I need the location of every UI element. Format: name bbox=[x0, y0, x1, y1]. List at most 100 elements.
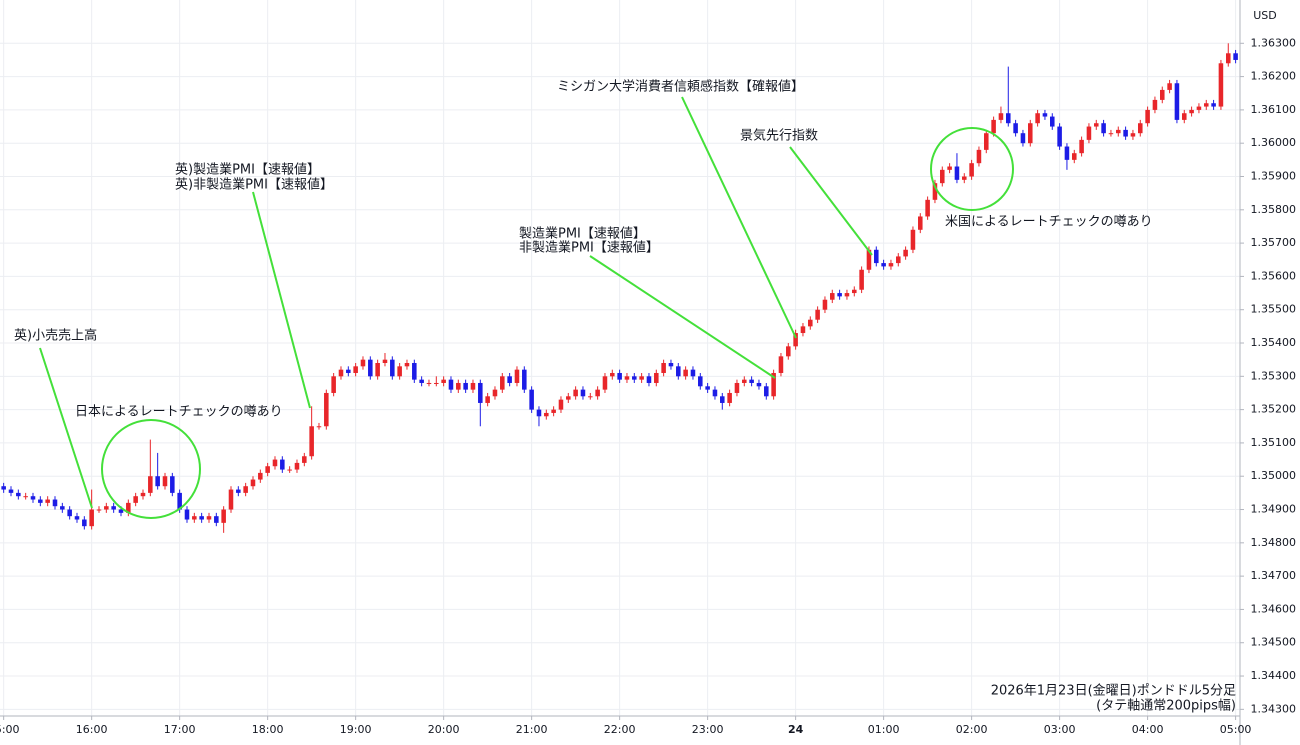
candle-body bbox=[470, 382, 476, 390]
candle-body bbox=[1174, 83, 1180, 120]
candle-body bbox=[448, 379, 454, 390]
candle-body bbox=[324, 392, 329, 427]
y-tick-label: 1.34500 bbox=[1251, 636, 1297, 649]
candle-body bbox=[177, 492, 182, 510]
annotation-line bbox=[789, 146, 873, 256]
candle-body bbox=[668, 362, 674, 367]
candle-body bbox=[698, 376, 703, 387]
y-tick-label: 1.34900 bbox=[1251, 503, 1297, 516]
candle-body bbox=[456, 382, 461, 390]
candle-body bbox=[243, 486, 248, 493]
candle-body bbox=[896, 256, 901, 264]
candle-body bbox=[617, 372, 622, 380]
candle-body bbox=[228, 489, 234, 510]
y-tick-label: 1.34400 bbox=[1251, 669, 1297, 682]
candle-body bbox=[346, 369, 351, 373]
candle-body bbox=[272, 459, 278, 467]
candle-body bbox=[507, 376, 512, 383]
candle-body bbox=[918, 216, 923, 230]
annotation: 日本によるレートチェックの噂あり bbox=[75, 405, 283, 420]
annotation-circle bbox=[101, 419, 201, 519]
candle-body bbox=[82, 519, 87, 527]
annotation: 非製造業PMI【速報値】 bbox=[519, 240, 659, 256]
candle-body bbox=[404, 362, 410, 367]
y-tick-label: 1.36200 bbox=[1251, 70, 1297, 83]
candle-body bbox=[500, 376, 505, 390]
candle-body bbox=[265, 466, 270, 473]
y-tick-label: 1.35600 bbox=[1251, 269, 1297, 282]
candle-body bbox=[23, 496, 28, 498]
candle-body bbox=[1159, 89, 1165, 100]
candle-body bbox=[104, 506, 109, 510]
candle-body bbox=[338, 369, 344, 377]
annotation: 英)非製造業PMI【速報値】 bbox=[175, 177, 333, 193]
y-tick-label: 1.35100 bbox=[1251, 436, 1297, 449]
annotation: 景気先行指数 bbox=[740, 128, 818, 144]
x-tick-label: 01:00 bbox=[868, 723, 900, 736]
candle-body bbox=[1013, 123, 1018, 134]
candle-body bbox=[969, 163, 974, 177]
candle-body bbox=[148, 476, 153, 493]
candle-body bbox=[382, 359, 388, 363]
candle-body bbox=[30, 496, 36, 500]
candle-body bbox=[1116, 129, 1121, 134]
candle-body bbox=[1094, 123, 1099, 127]
candles bbox=[1, 43, 1238, 533]
candle-body bbox=[830, 293, 835, 300]
candle-body bbox=[874, 249, 879, 264]
candle-body bbox=[192, 516, 197, 520]
candle-body bbox=[610, 372, 615, 377]
candle-body bbox=[1006, 113, 1011, 124]
candle-body bbox=[258, 472, 263, 480]
candle-body bbox=[250, 479, 256, 487]
candle-body bbox=[712, 389, 718, 397]
candle-body bbox=[778, 356, 784, 373]
candle-body bbox=[287, 469, 292, 471]
candle-body bbox=[1203, 103, 1209, 107]
candle-body bbox=[1130, 133, 1136, 137]
candle-body bbox=[52, 499, 58, 507]
candle-body bbox=[368, 359, 373, 377]
candle-body bbox=[771, 372, 776, 397]
candle-body bbox=[1050, 116, 1055, 127]
candle-body bbox=[390, 359, 395, 377]
y-tick-label: 1.36300 bbox=[1251, 36, 1297, 49]
candle-body bbox=[419, 379, 424, 383]
candle-body bbox=[522, 369, 527, 390]
candle-body bbox=[1123, 129, 1128, 137]
candle-body bbox=[793, 333, 798, 347]
y-tick-label: 1.35300 bbox=[1251, 369, 1297, 382]
candle-body bbox=[954, 166, 960, 180]
candle-body bbox=[1233, 53, 1238, 60]
candle-body bbox=[280, 459, 285, 470]
candle-body bbox=[294, 462, 300, 470]
candle-body bbox=[1079, 139, 1084, 154]
candle-body bbox=[1108, 133, 1114, 135]
y-tick-label: 1.35700 bbox=[1251, 236, 1297, 249]
candle-body bbox=[551, 409, 556, 413]
candle-body bbox=[764, 386, 769, 397]
candle-body bbox=[412, 362, 417, 380]
candle-body bbox=[74, 516, 80, 520]
candle-body bbox=[984, 133, 989, 150]
candle-body bbox=[1064, 146, 1070, 160]
candle-body bbox=[602, 376, 608, 390]
annotation-circle bbox=[930, 127, 1014, 211]
annotation-line bbox=[681, 96, 797, 339]
candle-body bbox=[580, 389, 586, 397]
candle-body bbox=[184, 509, 190, 520]
annotation: ミシガン大学消費者信頼感指数【確報値】 bbox=[557, 79, 804, 95]
candle-body bbox=[133, 496, 138, 503]
y-tick-label: 1.35800 bbox=[1251, 203, 1297, 216]
annotation-line bbox=[252, 191, 311, 409]
candle-body bbox=[199, 516, 204, 520]
candle-body bbox=[595, 389, 600, 397]
candle-body bbox=[749, 379, 754, 383]
candle-body bbox=[214, 516, 219, 523]
candle-body bbox=[844, 293, 850, 297]
candle-body bbox=[126, 502, 131, 513]
candle-body bbox=[206, 516, 212, 520]
